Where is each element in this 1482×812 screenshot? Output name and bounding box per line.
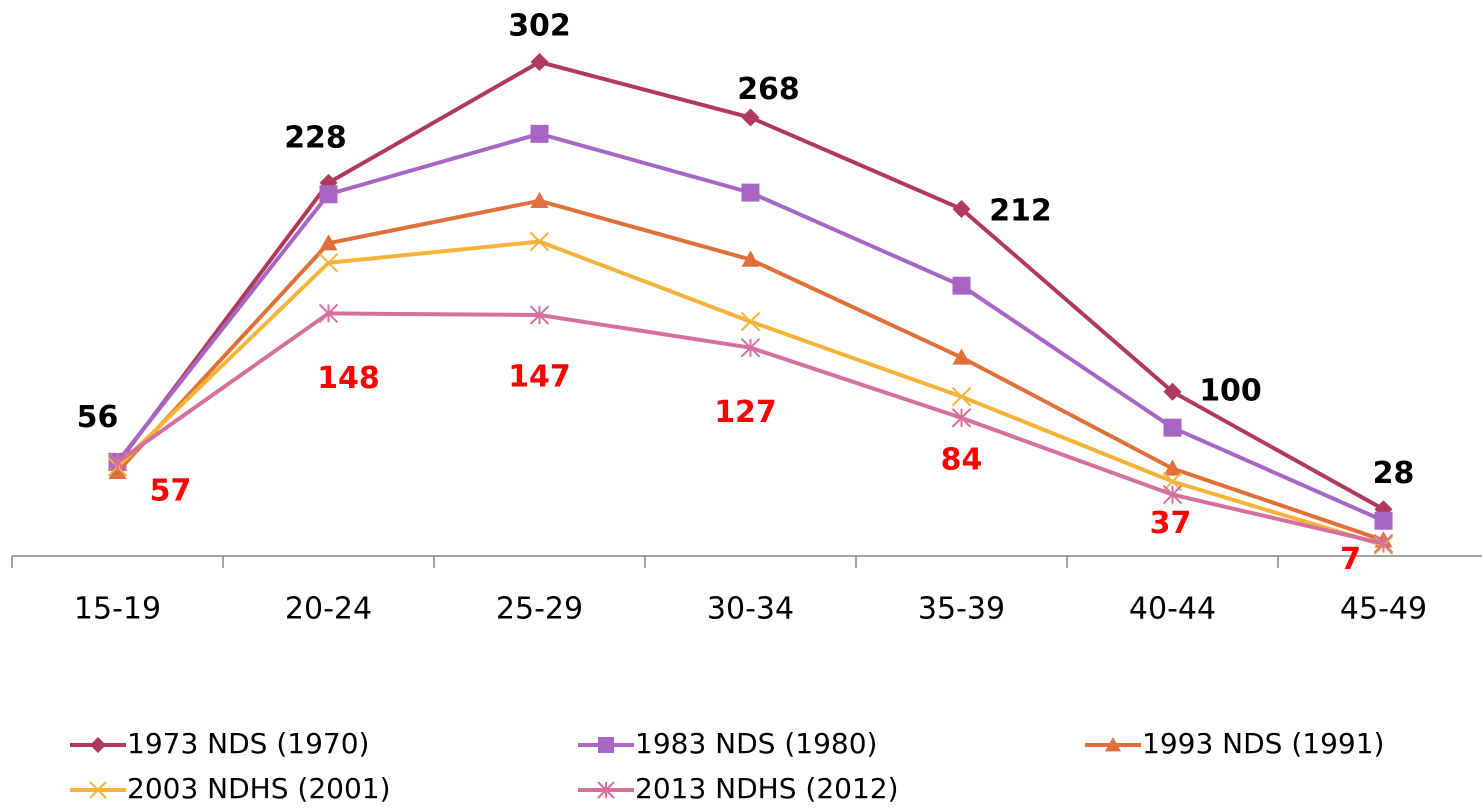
x-tick-label: 35-39 — [918, 592, 1005, 627]
marker — [951, 386, 972, 407]
legend-marker — [597, 781, 615, 799]
legend-marker — [89, 781, 107, 799]
marker — [1373, 533, 1394, 554]
marker — [740, 337, 761, 358]
marker — [952, 276, 971, 295]
legend-marker — [1105, 737, 1121, 752]
data-label: 302 — [508, 9, 571, 44]
legend-label: 2013 NDHS (2012) — [635, 772, 899, 805]
data-label: 56 — [77, 400, 119, 435]
marker — [740, 311, 761, 332]
data-label: 28 — [1373, 456, 1415, 491]
data-label: 212 — [989, 193, 1052, 228]
marker — [1163, 459, 1182, 476]
marker — [951, 408, 972, 428]
marker — [741, 183, 760, 202]
marker — [1162, 484, 1183, 505]
x-tick-label: 30-34 — [707, 592, 794, 627]
marker — [529, 231, 550, 252]
marker — [319, 234, 338, 251]
x-tick-label: 20-24 — [285, 592, 372, 627]
legend-label: 2003 NDHS (2001) — [127, 772, 391, 805]
marker — [318, 303, 339, 324]
legend-marker — [598, 737, 614, 753]
data-label: 228 — [284, 120, 347, 155]
marker — [741, 108, 760, 127]
marker — [741, 250, 760, 267]
data-label: 268 — [737, 72, 800, 107]
legend-label: 1973 NDS (1970) — [127, 727, 369, 760]
marker — [530, 124, 549, 143]
marker — [1374, 511, 1393, 530]
marker — [952, 199, 971, 218]
data-label: 7 — [1340, 542, 1361, 577]
marker — [318, 253, 339, 273]
data-label: 37 — [1150, 506, 1192, 541]
marker — [107, 452, 128, 472]
marker — [530, 53, 549, 72]
x-tick-label: 45-49 — [1340, 592, 1427, 627]
marker — [529, 305, 550, 325]
marker — [1163, 382, 1182, 401]
data-label: 84 — [941, 442, 983, 477]
legend-label: 1983 NDS (1980) — [635, 727, 877, 760]
marker — [319, 185, 338, 204]
data-label: 127 — [714, 395, 777, 430]
x-tick-label: 40-44 — [1129, 592, 1216, 627]
marker — [952, 348, 971, 365]
x-tick-label: 25-29 — [496, 592, 583, 627]
marker — [1163, 418, 1182, 437]
data-label: 147 — [508, 360, 571, 395]
data-label: 57 — [150, 473, 192, 508]
data-label: 100 — [1199, 373, 1262, 408]
data-label: 148 — [317, 361, 380, 396]
legend-label: 1993 NDS (1991) — [1142, 727, 1384, 760]
marker — [530, 191, 549, 208]
legend-marker — [90, 737, 106, 753]
x-tick-label: 15-19 — [74, 592, 161, 627]
